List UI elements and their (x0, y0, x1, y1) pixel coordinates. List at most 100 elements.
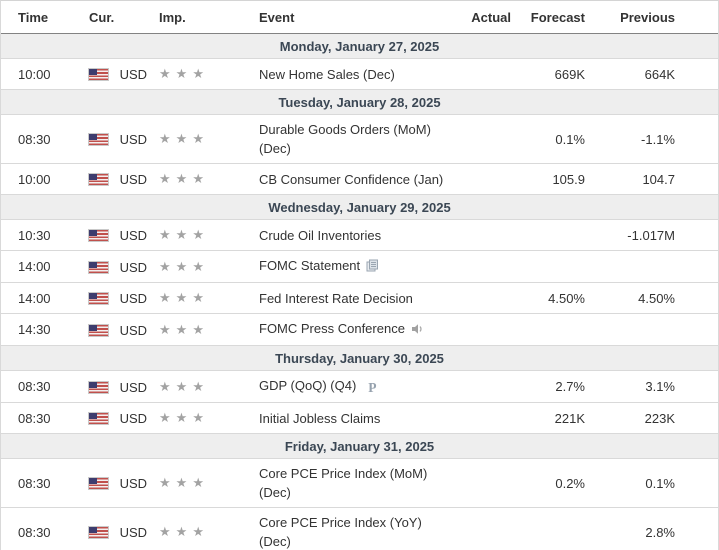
event-name[interactable]: FOMC Statement (259, 258, 361, 274)
us-flag-icon (89, 134, 108, 146)
event-currency-cell: USD (79, 59, 151, 90)
star-icon: ★ (175, 67, 188, 83)
event-name-cell[interactable]: FOMC Press Conference (251, 314, 461, 346)
event-name[interactable]: GDP (QoQ) (Q4) (259, 378, 357, 394)
event-name-cell[interactable]: Core PCE Price Index (YoY) (Dec) (251, 508, 461, 550)
event-name[interactable]: New Home Sales (Dec) (259, 66, 395, 82)
event-actual (461, 251, 516, 283)
event-previous: 104.7 (642, 171, 675, 187)
event-name[interactable]: Initial Jobless Claims (259, 410, 381, 426)
us-flag-icon (89, 324, 108, 336)
event-name-cell[interactable]: Core PCE Price Index (MoM) (Dec) (251, 459, 461, 508)
event-name[interactable]: CB Consumer Confidence (Jan) (259, 171, 444, 187)
currency-label: USD (119, 291, 148, 307)
star-icon: ★ (192, 411, 204, 427)
event-previous: 2.8% (645, 524, 675, 540)
event-row[interactable]: 10:30 USD ★ ★ ★ Crude Oil Inventories -1.0… (1, 220, 718, 251)
document-icon (366, 258, 379, 277)
us-flag-icon (89, 293, 108, 305)
event-actual (461, 115, 516, 164)
event-name-cell[interactable]: Crude Oil Inventories (251, 220, 461, 251)
event-previous: 3.1% (645, 379, 675, 395)
event-previous (591, 251, 718, 283)
event-importance: ★ ★ ★ (151, 371, 251, 403)
event-importance: ★ ★ ★ (151, 164, 251, 195)
star-icon: ★ (175, 379, 188, 395)
event-name[interactable]: Fed Interest Rate Decision (259, 290, 413, 306)
event-previous (591, 314, 718, 346)
star-icon: ★ (159, 525, 171, 541)
date-label: Monday, January 27, 2025 (1, 33, 718, 59)
event-importance: ★ ★ ★ (151, 115, 251, 164)
event-row[interactable]: 08:30 USD ★ ★ ★ Durable Goods Orders (MoM)… (1, 115, 718, 164)
us-flag-icon (89, 261, 108, 273)
star-icon: ★ (159, 259, 171, 275)
event-row[interactable]: 08:30 USD ★ ★ ★ Core PCE Price Index (YoY)… (1, 508, 718, 550)
star-icon: ★ (192, 525, 204, 541)
currency-label: USD (119, 132, 148, 148)
event-name-cell[interactable]: New Home Sales (Dec) (251, 59, 461, 90)
event-time: 10:00 (18, 171, 51, 187)
col-header-forecast: Forecast (530, 9, 585, 25)
event-time: 14:00 (18, 290, 51, 306)
event-row[interactable]: 08:30 USD ★ ★ ★ Core PCE Price Index (MoM)… (1, 459, 718, 508)
star-icon: ★ (175, 228, 188, 244)
event-currency-cell: USD (79, 251, 151, 283)
col-header-currency: Cur. (89, 9, 115, 25)
event-name-cell[interactable]: Fed Interest Rate Decision (251, 283, 461, 314)
star-icon: ★ (175, 322, 188, 338)
event-currency-cell: USD (79, 459, 151, 508)
event-forecast: 0.1% (555, 131, 585, 147)
event-actual (461, 371, 516, 403)
event-time: 08:30 (18, 131, 51, 147)
event-row[interactable]: 10:00 USD ★ ★ ★ New Home Sales (Dec) 669K … (1, 59, 718, 90)
event-time: 10:00 (18, 66, 51, 82)
event-name[interactable]: FOMC Press Conference (259, 321, 405, 337)
currency-label: USD (119, 322, 148, 338)
event-time: 08:30 (18, 524, 51, 540)
date-row: Friday, January 31, 2025 (1, 433, 718, 459)
event-name-cell[interactable]: Durable Goods Orders (MoM) (Dec) (251, 115, 461, 164)
event-row[interactable]: 08:30 USD ★ ★ ★ GDP (QoQ) (Q4) P 2.7% 3.1% (1, 371, 718, 403)
event-importance: ★ ★ ★ (151, 251, 251, 283)
event-name-cell[interactable]: CB Consumer Confidence (Jan) (251, 164, 461, 195)
event-time: 10:30 (18, 227, 51, 243)
event-row[interactable]: 14:00 USD ★ ★ ★ Fed Interest Rate Decision… (1, 283, 718, 314)
event-name[interactable]: Core PCE Price Index (MoM) (Dec) (259, 466, 428, 501)
event-actual (461, 59, 516, 90)
date-label: Friday, January 31, 2025 (1, 433, 718, 459)
event-importance: ★ ★ ★ (151, 403, 251, 434)
event-currency-cell: USD (79, 164, 151, 195)
col-header-previous: Previous (620, 9, 675, 25)
star-icon: ★ (159, 132, 171, 148)
event-name-cell[interactable]: FOMC Statement (251, 251, 461, 283)
us-flag-icon (89, 527, 108, 539)
event-name[interactable]: Core PCE Price Index (YoY) (Dec) (259, 515, 422, 550)
event-forecast: 105.9 (552, 171, 585, 187)
col-header-actual: Actual (471, 9, 511, 25)
event-importance: ★ ★ ★ (151, 508, 251, 550)
table-header-row: Time Cur. Imp. Event Actual Forecast Pre… (1, 1, 718, 34)
star-icon: ★ (159, 322, 171, 338)
event-row[interactable]: 08:30 USD ★ ★ ★ Initial Jobless Claims 221… (1, 403, 718, 434)
event-row[interactable]: 10:00 USD ★ ★ ★ CB Consumer Confidence (Ja… (1, 164, 718, 195)
event-name-cell[interactable]: Initial Jobless Claims (251, 403, 461, 434)
event-name[interactable]: Durable Goods Orders (MoM) (Dec) (259, 122, 431, 157)
date-row: Wednesday, January 29, 2025 (1, 194, 718, 220)
star-icon: ★ (175, 172, 188, 188)
event-name[interactable]: Crude Oil Inventories (259, 227, 382, 243)
event-row[interactable]: 14:30 USD ★ ★ ★ FOMC Press Conference (1, 314, 718, 346)
star-icon: ★ (175, 411, 188, 427)
star-icon: ★ (159, 67, 171, 83)
star-icon: ★ (192, 228, 204, 244)
star-icon: ★ (175, 291, 188, 307)
event-name-cell[interactable]: GDP (QoQ) (Q4) P (251, 371, 461, 403)
event-previous: -1.017M (627, 227, 675, 243)
event-forecast (516, 508, 591, 550)
star-icon: ★ (192, 132, 204, 148)
event-currency-cell: USD (79, 220, 151, 251)
date-row: Monday, January 27, 2025 (1, 33, 718, 59)
event-row[interactable]: 14:00 USD ★ ★ ★ FOMC Statement (1, 251, 718, 283)
col-header-event: Event (259, 9, 295, 25)
event-importance: ★ ★ ★ (151, 283, 251, 314)
